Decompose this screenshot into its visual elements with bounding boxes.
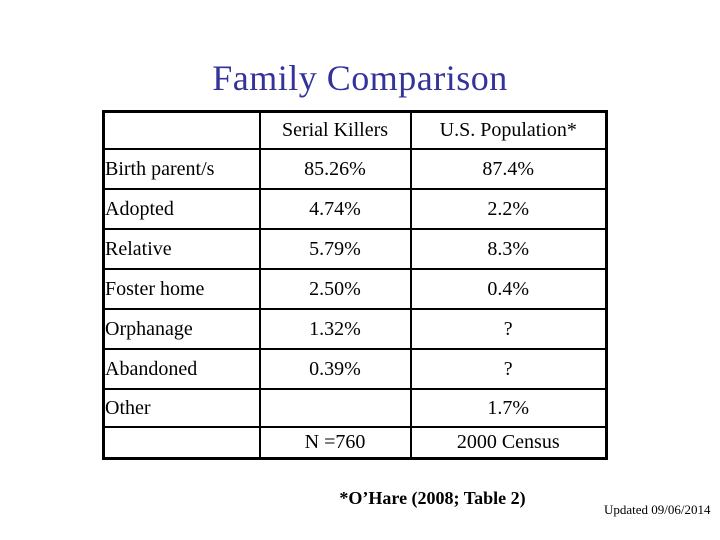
us-population-cell: ?: [409, 308, 608, 350]
us-population-cell: ?: [409, 348, 608, 390]
table-row: Adopted 4.74% 2.2%: [102, 188, 608, 230]
table-row: Foster home 2.50% 0.4%: [102, 268, 608, 310]
table-footer-row: N =760 2000 Census: [102, 426, 608, 460]
source-footnote: *O’Hare (2008; Table 2): [339, 488, 526, 508]
serial-killers-cell: [258, 388, 412, 428]
table-header-row: Serial Killers U.S. Population*: [102, 110, 608, 150]
us-population-cell: 0.4%: [409, 268, 608, 310]
table-row: Other 1.7%: [102, 388, 608, 428]
row-label-cell: Foster home: [102, 268, 261, 310]
us-population-cell: 2.2%: [409, 188, 608, 230]
table-row: Birth parent/s 85.26% 87.4%: [102, 148, 608, 190]
census-source-cell: 2000 Census: [409, 426, 608, 460]
table-row: Orphanage 1.32% ?: [102, 308, 608, 350]
header-blank-cell: [102, 110, 261, 150]
serial-killers-cell: 85.26%: [258, 148, 412, 190]
serial-killers-cell: 5.79%: [258, 228, 412, 270]
row-label-cell: Relative: [102, 228, 261, 270]
serial-killers-cell: 4.74%: [258, 188, 412, 230]
row-label-cell: Orphanage: [102, 308, 261, 350]
serial-killers-cell: 1.32%: [258, 308, 412, 350]
us-population-cell: 1.7%: [409, 388, 608, 428]
row-label-cell: Birth parent/s: [102, 148, 261, 190]
row-label-cell: Abandoned: [102, 348, 261, 390]
slide-title: Family Comparison: [212, 58, 508, 98]
serial-killers-cell: 2.50%: [258, 268, 412, 310]
us-population-cell: 87.4%: [409, 148, 608, 190]
row-label-cell: [102, 426, 261, 460]
family-comparison-table: Serial Killers U.S. Population* Birth pa…: [102, 110, 608, 460]
row-label-cell: Adopted: [102, 188, 261, 230]
header-serial-killers: Serial Killers: [258, 110, 412, 150]
table-row: Relative 5.79% 8.3%: [102, 228, 608, 270]
table-row: Abandoned 0.39% ?: [102, 348, 608, 390]
row-label-cell: Other: [102, 388, 261, 428]
us-population-cell: 8.3%: [409, 228, 608, 270]
header-us-population: U.S. Population*: [409, 110, 608, 150]
updated-timestamp: Updated 09/06/2014: [604, 502, 711, 517]
serial-killers-cell: 0.39%: [258, 348, 412, 390]
sample-size-cell: N =760: [258, 426, 412, 460]
